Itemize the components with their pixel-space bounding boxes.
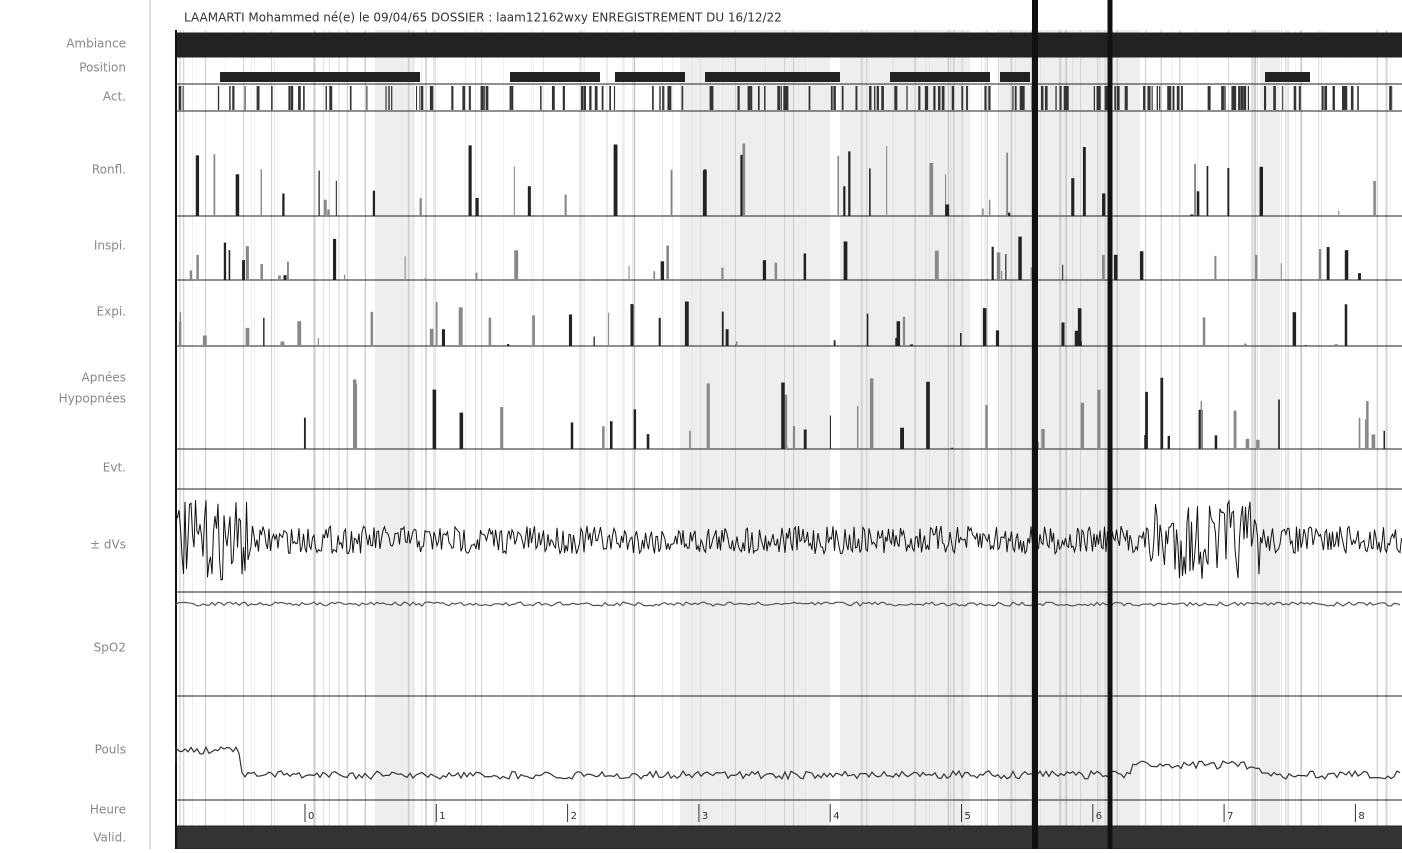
- position-segment: [615, 72, 685, 82]
- channel-label: Act.: [103, 90, 126, 104]
- row-grid: [149, 0, 1402, 850]
- position-segment: [380, 72, 420, 82]
- hour-label: 5: [965, 811, 971, 822]
- hour-label: 6: [1096, 811, 1102, 822]
- ambiance-bar: [176, 33, 1402, 57]
- position-segment: [890, 72, 990, 82]
- artifact-band: [375, 30, 415, 826]
- channel-label: Position: [79, 61, 126, 75]
- channel-label: Ronfl.: [92, 163, 126, 177]
- pulse-trace: [175, 745, 1401, 781]
- hour-label: 1: [439, 811, 445, 822]
- position-segment: [1000, 72, 1030, 82]
- channel-label: Expi.: [97, 305, 126, 319]
- artifact-band: [1000, 30, 1140, 826]
- dvs-trace: [175, 499, 1402, 581]
- hour-label: 4: [833, 811, 839, 822]
- hour-label: 7: [1227, 811, 1233, 822]
- spo2-trace: [175, 601, 1401, 607]
- channel-label: Evt.: [103, 461, 126, 475]
- channel-label: Valid.: [93, 831, 126, 845]
- position-segment: [220, 72, 380, 82]
- artifact-band: [680, 30, 740, 826]
- position-segment: [1265, 72, 1310, 82]
- channel-label: Apnées: [82, 371, 126, 385]
- hour-axis: 0 1 2 3 4 5 6 7 8: [304, 804, 1365, 822]
- position-segment: [510, 72, 600, 82]
- channel-label: Heure: [90, 803, 126, 817]
- channel-label: ± dVs: [90, 538, 126, 552]
- hour-label: 3: [702, 811, 708, 822]
- hour-label: 8: [1358, 811, 1364, 822]
- header-title: LAAMARTI Mohammed né(e) le 09/04/65 DOSS…: [184, 11, 782, 25]
- artifact-bands: [179, 30, 1391, 826]
- hour-label: 2: [571, 811, 577, 822]
- signals: [175, 72, 1402, 781]
- artifact-band: [840, 30, 970, 826]
- channel-label: SpO2: [94, 641, 126, 655]
- hour-label: 0: [308, 811, 314, 822]
- channel-label: Pouls: [95, 743, 126, 757]
- position-segment: [705, 72, 840, 82]
- channel-labels: Ambiance Position Act. Ronfl. Inspi. Expi. Apn…: [59, 37, 126, 845]
- validation-bar: [176, 826, 1402, 849]
- artifact-band: [1260, 30, 1280, 826]
- channel-label: Ambiance: [66, 37, 126, 51]
- channel-label: Inspi.: [94, 239, 126, 253]
- channel-label: Hypopnées: [59, 392, 126, 406]
